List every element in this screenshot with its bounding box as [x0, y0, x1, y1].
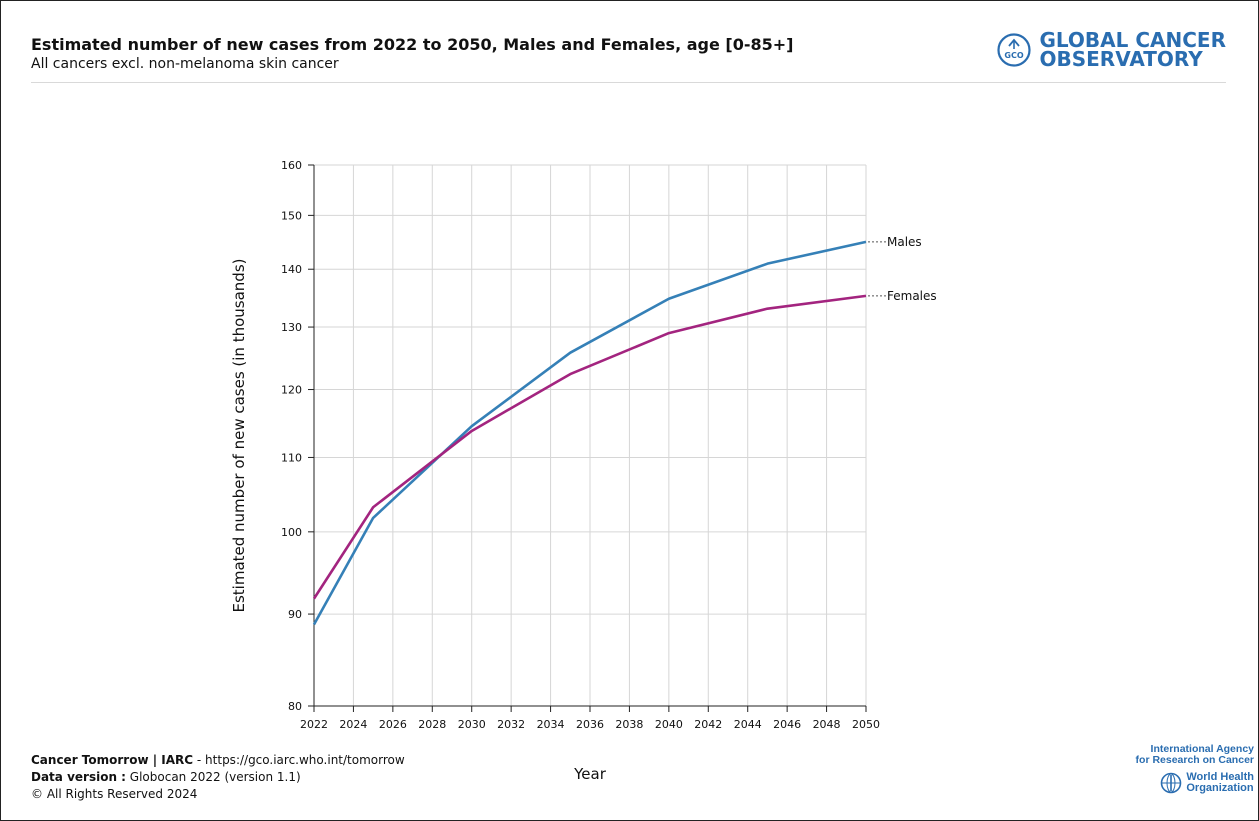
series-label-males: Males: [887, 235, 922, 249]
x-tick-label: 2036: [576, 718, 604, 731]
partner-logos: International Agency for Research on Can…: [1114, 744, 1254, 794]
footer-credits: Cancer Tomorrow | IARC - https://gco.iar…: [31, 752, 405, 803]
footer-source-url[interactable]: - https://gco.iarc.who.int/tomorrow: [193, 753, 405, 767]
footer-copyright: © All Rights Reserved 2024: [31, 787, 198, 801]
who-logo-line1: World Health: [1186, 771, 1254, 783]
x-tick-label: 2030: [458, 718, 486, 731]
footer-version-value: Globocan 2022 (version 1.1): [125, 770, 301, 784]
x-tick-label: 2034: [537, 718, 565, 731]
who-emblem-icon: [1161, 772, 1182, 794]
page-title: Estimated number of new cases from 2022 …: [31, 35, 794, 54]
page-subtitle: All cancers excl. non-melanoma skin canc…: [31, 56, 339, 72]
series-line-females: [312, 294, 867, 600]
chart-axes: 2022 2024 2026 2028 2030 2032 2034 2036 2038 2040…: [281, 159, 880, 731]
x-tick-label: 2040: [655, 718, 683, 731]
y-tick-label: 110: [281, 451, 302, 464]
y-tick-label: 100: [281, 526, 302, 539]
footer-source-name: Cancer Tomorrow | IARC: [31, 753, 194, 767]
x-tick-label: 2050: [852, 718, 880, 731]
who-logo-text: World Health Organization: [1186, 772, 1254, 794]
line-chart: 2022 2024 2026 2028 2030 2032 2034 2036 2038 2040…: [230, 159, 937, 783]
who-logo-line2: Organization: [1186, 782, 1254, 794]
who-logo[interactable]: World Health Organization: [1114, 772, 1254, 794]
gco-logo-line1: GLOBAL CANCER: [1039, 28, 1226, 52]
y-tick-label: 120: [281, 384, 302, 397]
y-tick-label: 140: [281, 263, 302, 276]
iarc-logo-line1: International Agency: [1150, 743, 1254, 755]
y-tick-label: 150: [281, 209, 302, 222]
iarc-logo-line2: for Research on Cancer: [1135, 754, 1254, 766]
x-axis-label: Year: [573, 765, 607, 783]
series-line-males: [312, 240, 867, 626]
x-tick-label: 2044: [734, 718, 762, 731]
chart-grid: [313, 164, 867, 707]
gco-logo[interactable]: GCO GLOBAL CANCER OBSERVATORY: [997, 28, 1226, 71]
iarc-logo[interactable]: International Agency for Research on Can…: [1114, 744, 1254, 766]
footer-version-label: Data version :: [31, 770, 126, 784]
x-tick-label: 2038: [615, 718, 643, 731]
x-tick-label: 2032: [497, 718, 525, 731]
chart-series: [312, 240, 867, 626]
x-tick-label: 2046: [773, 718, 801, 731]
gco-badge-icon: GCO: [997, 33, 1032, 67]
y-tick-label: 130: [281, 321, 302, 334]
chart-labels: Year Estimated number of new cases (in th…: [230, 235, 937, 783]
footer-source-line: Cancer Tomorrow | IARC - https://gco.iar…: [31, 752, 405, 769]
gco-badge-text: GCO: [1005, 51, 1024, 60]
gco-logo-text: GLOBAL CANCER OBSERVATORY: [1039, 28, 1226, 71]
x-tick-label: 2028: [418, 718, 446, 731]
y-axis-label: Estimated number of new cases (in thousa…: [230, 259, 248, 613]
x-tick-label: 2022: [300, 718, 328, 731]
x-tick-label: 2026: [379, 718, 407, 731]
series-label-females: Females: [887, 289, 937, 303]
x-tick-label: 2024: [339, 718, 367, 731]
x-tick-label: 2042: [694, 718, 722, 731]
y-tick-label: 90: [288, 608, 302, 621]
header: Estimated number of new cases from 2022 …: [31, 30, 1226, 83]
gco-logo-line2: OBSERVATORY: [1039, 47, 1203, 71]
y-tick-label: 160: [281, 159, 302, 172]
y-tick-label: 80: [288, 700, 302, 713]
footer-version-line: Data version : Globocan 2022 (version 1.…: [31, 769, 405, 786]
x-tick-label: 2048: [813, 718, 841, 731]
